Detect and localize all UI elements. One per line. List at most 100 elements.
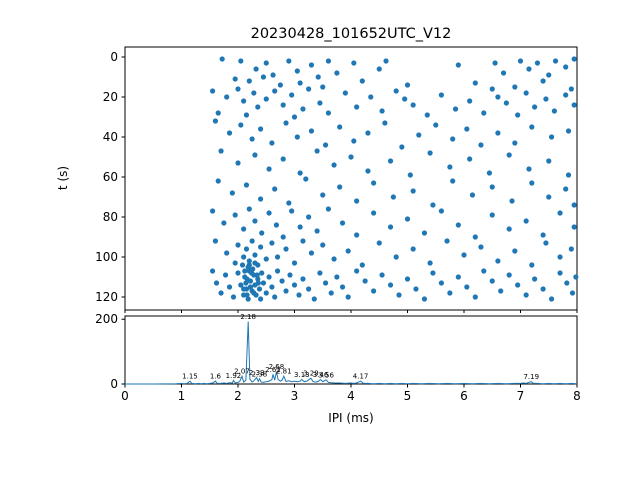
scatter-point xyxy=(226,130,233,136)
scatter-point xyxy=(249,136,255,142)
scatter-point xyxy=(571,224,577,230)
scatter-point xyxy=(407,172,413,178)
scatter-point xyxy=(317,100,323,106)
scatter-point xyxy=(557,270,563,276)
scatter-point xyxy=(472,294,478,300)
scatter-point xyxy=(413,286,419,292)
scatter-point xyxy=(529,180,535,186)
scatter-point xyxy=(255,280,261,286)
scatter-point xyxy=(297,224,303,230)
scatter-point xyxy=(337,124,343,130)
scatter-point xyxy=(345,294,351,300)
scatter-point xyxy=(300,238,306,244)
scatter-point xyxy=(526,66,532,72)
scatter-point xyxy=(354,268,360,274)
scatter-point xyxy=(452,106,459,112)
scatter-point xyxy=(393,254,399,260)
scatter-point xyxy=(269,140,275,146)
scatter-point xyxy=(387,282,394,288)
scatter-point xyxy=(495,130,501,136)
scatter-point xyxy=(320,84,326,90)
scatter-point xyxy=(273,222,280,228)
scatter-point xyxy=(500,70,507,76)
scatter-point xyxy=(503,100,509,106)
scatter-point xyxy=(266,274,272,280)
scatter-point xyxy=(235,270,241,276)
scatter-point xyxy=(250,266,256,272)
scatter-point xyxy=(495,258,501,264)
scatter-point xyxy=(328,290,334,296)
scatter-point xyxy=(365,168,371,174)
scatter-point xyxy=(260,74,267,80)
peak-annotation: 2.38 xyxy=(252,370,268,378)
scatter-point xyxy=(354,104,360,110)
x-tick-label: 6 xyxy=(460,389,468,403)
peak-annotation: 3.13 xyxy=(294,371,310,379)
peak-annotation: 7.19 xyxy=(523,373,539,381)
scatter-point xyxy=(241,286,247,292)
scatter-point xyxy=(447,290,453,296)
scatter-point xyxy=(283,246,289,252)
scatter-point xyxy=(512,140,518,146)
scatter-point xyxy=(283,288,289,294)
chart-title: 20230428_101652UTC_V12 xyxy=(251,26,452,42)
scatter-point xyxy=(450,178,456,184)
scatter-point xyxy=(294,134,300,140)
scatter-point xyxy=(209,268,216,274)
scatter-point xyxy=(404,82,411,88)
peak-annotation: 1.6 xyxy=(210,373,222,381)
scatter-point xyxy=(238,122,244,128)
scatter-point xyxy=(526,166,532,172)
scatter-point xyxy=(252,218,258,224)
scatter-point xyxy=(263,290,269,296)
scatter-point xyxy=(515,282,521,288)
scatter-point xyxy=(287,272,293,278)
scatter-point xyxy=(402,96,408,102)
x-tick-label: 3 xyxy=(291,389,299,403)
scatter-point xyxy=(573,274,579,280)
scatter-point xyxy=(263,256,269,262)
peak-annotation: 3.56 xyxy=(318,371,334,379)
scatter-point xyxy=(410,246,416,252)
scatter-point xyxy=(506,152,512,158)
scatter-point xyxy=(337,184,343,190)
scatter-point xyxy=(266,210,272,216)
scatter-point xyxy=(523,218,529,224)
peak-annotation: 3.29 xyxy=(303,370,319,378)
scatter-point xyxy=(229,190,235,196)
scatter-point xyxy=(478,244,484,250)
scatter-point xyxy=(212,118,218,124)
y-tick-label-top: 40 xyxy=(103,130,118,144)
scatter-point xyxy=(235,86,241,92)
scatter-point xyxy=(252,252,258,258)
scatter-point xyxy=(540,78,546,84)
scatter-point xyxy=(322,142,329,148)
peak-annotation: 3.46 xyxy=(313,371,329,379)
scatter-point xyxy=(498,288,504,294)
scatter-point xyxy=(430,270,436,276)
scatter-point xyxy=(280,156,286,162)
scatter-point xyxy=(291,282,298,288)
scatter-point xyxy=(308,250,315,256)
scatter-point xyxy=(438,280,444,286)
scatter-point xyxy=(258,196,264,202)
peak-annotation: 4.17 xyxy=(353,373,369,381)
scatter-point xyxy=(259,230,265,236)
scatter-point xyxy=(317,270,323,276)
scatter-point xyxy=(438,208,444,214)
scatter-point xyxy=(239,262,246,268)
scatter-point xyxy=(218,148,224,154)
y-tick-label-top: 80 xyxy=(103,210,118,224)
scatter-axes-box xyxy=(124,46,578,311)
peak-annotation: 2.07 xyxy=(234,368,250,376)
scatter-point xyxy=(515,112,521,118)
y-axis-label-top: t (s) xyxy=(56,166,70,190)
scatter-point xyxy=(564,280,570,286)
scatter-point xyxy=(272,186,278,192)
scatter-point xyxy=(532,276,538,282)
scatter-point xyxy=(258,126,264,132)
scatter-point xyxy=(258,296,264,302)
scatter-point xyxy=(399,144,405,150)
scatter-point xyxy=(334,70,340,76)
scatter-point xyxy=(565,172,572,178)
